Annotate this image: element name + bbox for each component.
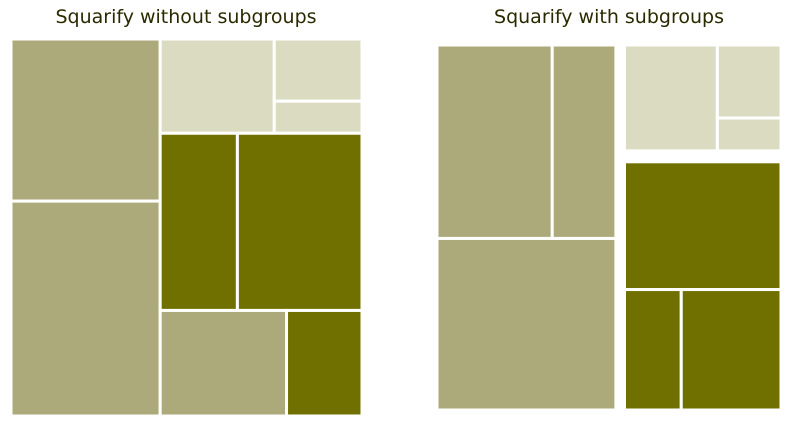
- treemap-tile-light: [272, 37, 364, 103]
- treemap-tile-dark: [235, 131, 364, 312]
- treemap-tile-medium: [435, 43, 554, 240]
- treemap-tile-dark: [622, 288, 683, 412]
- treemap-tile-medium: [435, 236, 618, 412]
- treemap-tile-dark: [285, 308, 364, 418]
- treemap-tile-medium: [550, 43, 618, 240]
- chart-title: Squarify with subgroups: [494, 6, 724, 28]
- treemap-panel-without-subgroups: Squarify without subgroups: [0, 0, 372, 427]
- treemap-without-subgroups: [9, 37, 364, 418]
- treemap-tile-light: [158, 37, 276, 135]
- treemap-tile-medium: [9, 37, 162, 203]
- treemap-with-subgroups: [435, 43, 783, 412]
- treemap-tile-light: [715, 116, 783, 153]
- treemap-tile-dark: [158, 131, 239, 312]
- treemap-tile-medium: [158, 308, 289, 418]
- chart-title: Squarify without subgroups: [55, 6, 317, 28]
- treemap-tile-light: [272, 99, 364, 135]
- treemap-tile-medium: [9, 199, 162, 418]
- treemap-panel-with-subgroups: Squarify with subgroups: [424, 0, 794, 427]
- treemap-tile-light: [622, 43, 719, 153]
- treemap-tile-dark: [679, 288, 783, 412]
- treemap-tile-light: [715, 43, 783, 120]
- treemap-tile-dark: [622, 160, 783, 292]
